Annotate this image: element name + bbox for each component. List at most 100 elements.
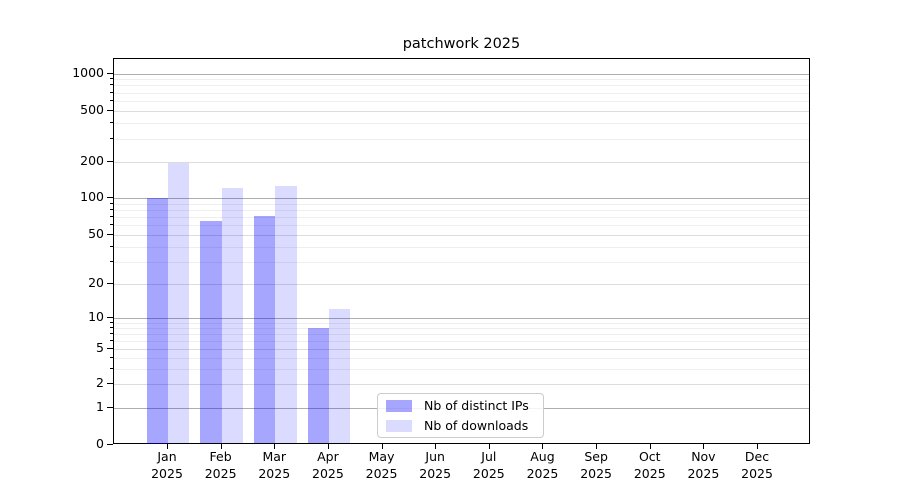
x-tick-year: 2025 [472, 465, 505, 481]
y-minor-tick-mark [110, 339, 113, 341]
chart-title: patchwork 2025 [402, 36, 521, 52]
gridline-minor [114, 225, 809, 227]
y-tick-mark [107, 234, 113, 235]
gridline-minor [114, 110, 809, 112]
bar-downloads [328, 309, 351, 444]
x-tick-year: 2025 [312, 465, 344, 481]
bar-distinct-ips [200, 220, 222, 444]
gridline-minor [114, 368, 809, 370]
x-axis-tick-label: Nov 2025 [673, 449, 733, 482]
y-tick-mark [107, 197, 113, 198]
bar-distinct-ips [253, 215, 276, 444]
y-minor-tick-mark [110, 261, 113, 263]
x-tick-year: 2025 [258, 465, 291, 481]
y-minor-tick-mark [110, 326, 113, 328]
x-tick-mark [435, 444, 437, 449]
gridline-minor [114, 217, 809, 219]
gridline-minor [114, 246, 809, 248]
x-tick-month: Oct [638, 449, 661, 464]
y-minor-tick-mark [110, 84, 113, 86]
gridline-minor [114, 340, 809, 342]
y-axis-tick-label: 1 [96, 399, 104, 414]
gridline-minor [114, 100, 809, 102]
gridline-minor [114, 79, 809, 81]
x-tick-month: Jul [481, 449, 497, 464]
x-tick-mark [274, 444, 276, 449]
y-minor-tick-mark [110, 91, 113, 93]
gridline-major [114, 198, 809, 199]
y-tick-mark [107, 348, 113, 349]
x-tick-month: Dec [744, 449, 770, 464]
gridline-minor [114, 235, 809, 236]
gridline-minor [114, 209, 809, 211]
x-tick-mark [596, 444, 598, 449]
gridline-minor [114, 322, 809, 324]
y-minor-tick-mark [110, 367, 113, 369]
gridline-minor [114, 327, 809, 329]
gridline-minor [114, 262, 809, 264]
legend-swatch-downloads [386, 419, 412, 432]
x-tick-mark [327, 444, 329, 449]
y-tick-mark [107, 383, 113, 384]
x-tick-year: 2025 [365, 465, 398, 481]
y-axis-tick-label: 20 [88, 275, 104, 290]
gridline-minor [114, 92, 809, 94]
y-tick-mark [107, 407, 113, 408]
gridline-minor [114, 85, 809, 87]
x-axis-tick-label: Mar 2025 [244, 449, 304, 482]
y-tick-mark [107, 72, 113, 74]
x-axis-tick-label: Aug 2025 [512, 449, 572, 482]
x-axis-tick-label: Jul 2025 [459, 449, 519, 482]
x-tick-month: Nov [691, 449, 716, 464]
y-axis-tick-label: 10 [88, 309, 104, 324]
x-tick-month: Aug [530, 449, 555, 464]
bar-downloads [275, 185, 297, 444]
bar-downloads [168, 162, 190, 444]
legend-item-distinct-ips: Nb of distinct IPs [386, 398, 543, 413]
y-minor-tick-mark [110, 245, 113, 247]
y-tick-mark [107, 283, 113, 284]
x-tick-year: 2025 [633, 465, 666, 481]
x-tick-month: Jan [157, 449, 177, 464]
y-axis-tick-label: 200 [80, 152, 104, 168]
y-minor-tick-mark [110, 78, 113, 80]
gridline-minor [114, 349, 809, 350]
y-minor-tick-mark [110, 321, 113, 323]
x-axis-tick-label: Feb 2025 [191, 449, 251, 482]
plot-area [113, 58, 810, 444]
x-tick-year: 2025 [526, 465, 559, 481]
x-axis-tick-label: Jun 2025 [405, 449, 465, 482]
y-axis-tick-label: 500 [80, 101, 104, 117]
x-tick-mark [649, 444, 651, 449]
y-minor-tick-mark [110, 224, 113, 226]
legend-item-downloads: Nb of downloads [386, 418, 543, 433]
y-tick-mark [107, 109, 113, 111]
x-tick-year: 2025 [580, 465, 613, 481]
x-tick-mark [381, 444, 383, 449]
y-tick-mark [107, 160, 113, 162]
x-tick-month: Mar [262, 449, 287, 464]
y-minor-tick-mark [110, 332, 113, 334]
gridline-minor [114, 138, 809, 140]
x-tick-month: Feb [209, 449, 232, 464]
y-minor-tick-mark [110, 202, 113, 204]
bar-distinct-ips [146, 198, 168, 444]
x-tick-month: May [368, 449, 395, 464]
legend-label-downloads: Nb of downloads [424, 418, 529, 433]
gridline-major [114, 73, 809, 75]
y-axis-tick-label: 2 [96, 375, 104, 390]
x-axis-tick-label: Sep 2025 [566, 449, 626, 482]
x-tick-year: 2025 [741, 465, 773, 481]
gridline-minor [114, 122, 809, 124]
y-minor-tick-mark [110, 121, 113, 123]
gridline-minor [114, 333, 809, 335]
x-tick-year: 2025 [151, 465, 183, 481]
x-tick-mark [167, 444, 168, 449]
y-axis-tick-label: 50 [88, 226, 104, 241]
x-axis-tick-label: Jan 2025 [137, 449, 197, 482]
x-tick-month: Jun [425, 449, 445, 464]
gridline-major [114, 318, 809, 319]
y-minor-tick-mark [110, 137, 113, 139]
x-tick-mark [542, 444, 544, 449]
